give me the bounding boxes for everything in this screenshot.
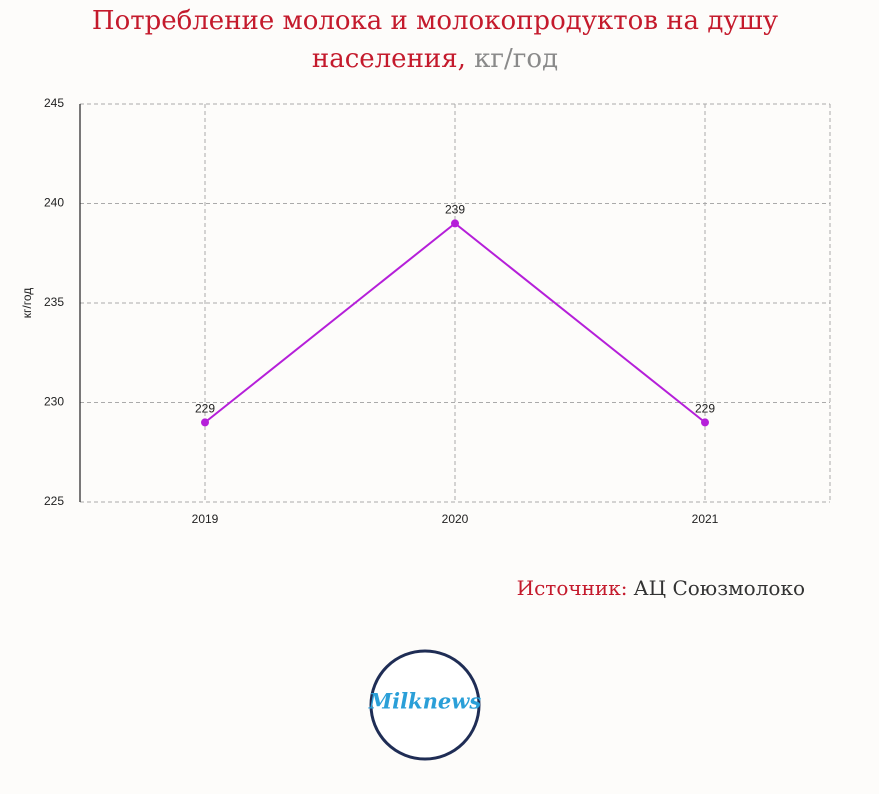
logo: Milknews xyxy=(368,689,481,714)
x-tick-label: 2021 xyxy=(692,512,719,526)
y-tick-label: 240 xyxy=(44,196,64,210)
source-label: Источник: xyxy=(517,576,628,600)
x-tick-label: 2020 xyxy=(442,512,469,526)
y-tick-label: 230 xyxy=(44,395,64,409)
y-tick-label: 245 xyxy=(44,96,64,110)
data-label: 229 xyxy=(695,402,715,416)
title-main: Потребление молока и молокопродуктов на … xyxy=(91,6,779,74)
x-tick-label: 2019 xyxy=(192,512,219,526)
data-label: 239 xyxy=(445,203,465,217)
y-axis-label: кг/год xyxy=(20,288,34,319)
point xyxy=(701,418,709,427)
y-tick-label: 235 xyxy=(44,295,64,309)
source: АЦ Союзмолоко xyxy=(634,576,806,600)
point xyxy=(201,418,209,427)
logo-circle xyxy=(369,649,481,761)
y-tick-label: 225 xyxy=(44,494,64,508)
data-label: 229 xyxy=(195,402,215,416)
point xyxy=(451,219,459,228)
source-text: Источник: АЦ Союзмолоко xyxy=(517,576,805,600)
title-unit: кг/год xyxy=(474,44,559,74)
chart-title: Потребление молока и молокопродуктов на … xyxy=(80,2,790,78)
